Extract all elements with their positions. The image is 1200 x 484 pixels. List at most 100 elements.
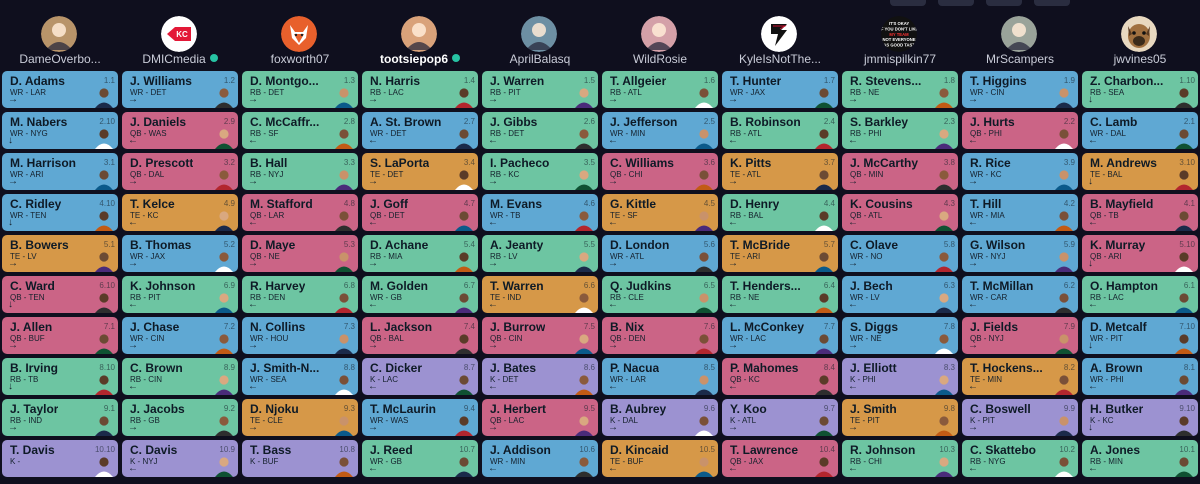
draft-pick-cell[interactable]: P. Nacua 8.5 WR - LAR ←: [602, 358, 718, 395]
draft-pick-cell[interactable]: N. Collins 7.3 WR - HOU →: [242, 317, 358, 354]
draft-pick-cell[interactable]: J. Williams 1.2 WR - DET →: [122, 71, 238, 108]
draft-pick-cell[interactable]: C. Ridley 4.10 WR - TEN ↓: [2, 194, 118, 231]
team-column-header[interactable]: KyleIsNotThe...: [721, 14, 839, 70]
draft-pick-cell[interactable]: R. Stevens... 1.8 RB - NE →: [842, 71, 958, 108]
draft-pick-cell[interactable]: T. Higgins 1.9 WR - CIN →: [962, 71, 1078, 108]
draft-pick-cell[interactable]: T. McMillan 6.2 WR - CAR ←: [962, 276, 1078, 313]
draft-pick-cell[interactable]: N. Harris 1.4 RB - LAC →: [362, 71, 478, 108]
draft-pick-cell[interactable]: L. Jackson 7.4 QB - BAL →: [362, 317, 478, 354]
draft-pick-cell[interactable]: J. Addison 10.6 WR - MIN ←: [482, 440, 598, 477]
draft-pick-cell[interactable]: R. Harvey 6.8 RB - DEN ←: [242, 276, 358, 313]
draft-pick-cell[interactable]: J. Taylor 9.1 RB - IND →: [2, 399, 118, 436]
draft-pick-cell[interactable]: R. Johnson 10.3 RB - CHI ←: [842, 440, 958, 477]
draft-pick-cell[interactable]: K. Murray 5.10 QB - ARI ↓: [1082, 235, 1198, 272]
draft-pick-cell[interactable]: M. Evans 4.6 WR - TB ←: [482, 194, 598, 231]
draft-pick-cell[interactable]: J. Jefferson 2.5 WR - MIN ←: [602, 112, 718, 149]
team-column-header[interactable]: foxworth07: [241, 14, 359, 70]
team-column-header[interactable]: jwvines05: [1081, 14, 1199, 70]
draft-pick-cell[interactable]: M. Harrison 3.1 WR - ARI →: [2, 153, 118, 190]
draft-pick-cell[interactable]: T. McBride 5.7 TE - ARI →: [722, 235, 838, 272]
toolbar-button[interactable]: [1034, 0, 1070, 6]
draft-pick-cell[interactable]: A. Jeanty 5.5 RB - LV →: [482, 235, 598, 272]
draft-pick-cell[interactable]: C. Ward 6.10 QB - TEN ↓: [2, 276, 118, 313]
draft-pick-cell[interactable]: D. Kincaid 10.5 TE - BUF ←: [602, 440, 718, 477]
draft-pick-cell[interactable]: C. Olave 5.8 WR - NO →: [842, 235, 958, 272]
draft-pick-cell[interactable]: T. Henders... 6.4 RB - NE ←: [722, 276, 838, 313]
draft-pick-cell[interactable]: K. Cousins 4.3 QB - ATL ←: [842, 194, 958, 231]
draft-pick-cell[interactable]: C. Davis 10.9 K - NYJ ←: [122, 440, 238, 477]
draft-pick-cell[interactable]: B. Irving 8.10 RB - TB ↓: [2, 358, 118, 395]
draft-pick-cell[interactable]: O. Hampton 6.1 RB - LAC ←: [1082, 276, 1198, 313]
draft-pick-cell[interactable]: J. Bates 8.6 K - DET ←: [482, 358, 598, 395]
draft-pick-cell[interactable]: J. Herbert 9.5 QB - LAC →: [482, 399, 598, 436]
draft-pick-cell[interactable]: C. Brown 8.9 RB - CIN ←: [122, 358, 238, 395]
draft-pick-cell[interactable]: D. London 5.6 WR - ATL →: [602, 235, 718, 272]
draft-pick-cell[interactable]: J. Allen 7.1 QB - BUF →: [2, 317, 118, 354]
draft-pick-cell[interactable]: T. Davis 10.10 K -: [2, 440, 118, 477]
draft-pick-cell[interactable]: Q. Judkins 6.5 RB - CLE ←: [602, 276, 718, 313]
draft-pick-cell[interactable]: T. Allgeier 1.6 RB - ATL →: [602, 71, 718, 108]
draft-pick-cell[interactable]: J. Warren 1.5 RB - PIT →: [482, 71, 598, 108]
team-column-header[interactable]: AprilBalasq: [481, 14, 599, 70]
draft-pick-cell[interactable]: I. Pacheco 3.5 RB - KC →: [482, 153, 598, 190]
draft-pick-cell[interactable]: J. Smith 9.8 TE - PIT →: [842, 399, 958, 436]
draft-pick-cell[interactable]: T. Hill 4.2 WR - MIA ←: [962, 194, 1078, 231]
draft-pick-cell[interactable]: P. Mahomes 8.4 QB - KC ←: [722, 358, 838, 395]
draft-pick-cell[interactable]: Y. Koo 9.7 K - ATL →: [722, 399, 838, 436]
draft-pick-cell[interactable]: G. Kittle 4.5 TE - SF ←: [602, 194, 718, 231]
draft-pick-cell[interactable]: S. Barkley 2.3 RB - PHI ←: [842, 112, 958, 149]
team-column-header[interactable]: DameOverbo...: [1, 14, 119, 70]
draft-pick-cell[interactable]: K. Johnson 6.9 RB - PIT ←: [122, 276, 238, 313]
draft-pick-cell[interactable]: Z. Charbon... 1.10 RB - SEA ↓: [1082, 71, 1198, 108]
draft-pick-cell[interactable]: J. Bech 6.3 WR - LV ←: [842, 276, 958, 313]
draft-pick-cell[interactable]: J. Jacobs 9.2 RB - GB →: [122, 399, 238, 436]
draft-pick-cell[interactable]: T. Hockens... 8.2 TE - MIN ←: [962, 358, 1078, 395]
draft-pick-cell[interactable]: M. Golden 6.7 WR - GB ←: [362, 276, 478, 313]
draft-pick-cell[interactable]: C. Williams 3.6 QB - CHI →: [602, 153, 718, 190]
draft-pick-cell[interactable]: T. McLaurin 9.4 WR - WAS →: [362, 399, 478, 436]
draft-pick-cell[interactable]: C. McCaffr... 2.8 RB - SF ←: [242, 112, 358, 149]
draft-pick-cell[interactable]: J. Fields 7.9 QB - NYJ →: [962, 317, 1078, 354]
draft-pick-cell[interactable]: J. Reed 10.7 WR - GB ←: [362, 440, 478, 477]
draft-pick-cell[interactable]: G. Wilson 5.9 WR - NYJ →: [962, 235, 1078, 272]
draft-pick-cell[interactable]: B. Aubrey 9.6 K - DAL →: [602, 399, 718, 436]
draft-pick-cell[interactable]: H. Butker 9.10 K - KC ↓: [1082, 399, 1198, 436]
draft-pick-cell[interactable]: T. Warren 6.6 TE - IND ←: [482, 276, 598, 313]
draft-pick-cell[interactable]: J. Chase 7.2 WR - CIN →: [122, 317, 238, 354]
draft-pick-cell[interactable]: B. Thomas 5.2 WR - JAX →: [122, 235, 238, 272]
draft-pick-cell[interactable]: J. Gibbs 2.6 RB - DET ←: [482, 112, 598, 149]
team-column-header[interactable]: IT'S OKAY IF YOU DON'T LIKE MY TEAM NOT EVE…: [841, 14, 959, 70]
draft-pick-cell[interactable]: T. Kelce 4.9 TE - KC ←: [122, 194, 238, 231]
draft-pick-cell[interactable]: D. Montgo... 1.3 RB - DET →: [242, 71, 358, 108]
draft-pick-cell[interactable]: M. Nabers 2.10 WR - NYG ↓: [2, 112, 118, 149]
draft-pick-cell[interactable]: S. LaPorta 3.4 TE - DET →: [362, 153, 478, 190]
draft-pick-cell[interactable]: J. Daniels 2.9 QB - WAS ←: [122, 112, 238, 149]
draft-pick-cell[interactable]: C. Boswell 9.9 K - PIT →: [962, 399, 1078, 436]
draft-pick-cell[interactable]: D. Henry 4.4 RB - BAL ←: [722, 194, 838, 231]
draft-pick-cell[interactable]: D. Adams 1.1 WR - LAR →: [2, 71, 118, 108]
draft-pick-cell[interactable]: D. Metcalf 7.10 WR - PIT ↓: [1082, 317, 1198, 354]
draft-pick-cell[interactable]: J. Hurts 2.2 QB - PHI ←: [962, 112, 1078, 149]
draft-pick-cell[interactable]: J. Smith-N... 8.8 WR - SEA ←: [242, 358, 358, 395]
draft-pick-cell[interactable]: T. Hunter 1.7 WR - JAX →: [722, 71, 838, 108]
draft-pick-cell[interactable]: C. Dicker 8.7 K - LAC ←: [362, 358, 478, 395]
draft-pick-cell[interactable]: S. Diggs 7.8 WR - NE →: [842, 317, 958, 354]
draft-pick-cell[interactable]: A. Brown 8.1 WR - PHI ←: [1082, 358, 1198, 395]
draft-pick-cell[interactable]: B. Robinson 2.4 RB - ATL ←: [722, 112, 838, 149]
draft-pick-cell[interactable]: M. Andrews 3.10 TE - BAL ↓: [1082, 153, 1198, 190]
team-column-header[interactable]: WildRosie: [601, 14, 719, 70]
draft-pick-cell[interactable]: T. Lawrence 10.4 QB - JAX ←: [722, 440, 838, 477]
toolbar-button[interactable]: [986, 0, 1022, 6]
draft-pick-cell[interactable]: R. Rice 3.9 WR - KC →: [962, 153, 1078, 190]
draft-pick-cell[interactable]: K. Pitts 3.7 TE - ATL →: [722, 153, 838, 190]
draft-pick-cell[interactable]: C. Lamb 2.1 WR - DAL ←: [1082, 112, 1198, 149]
draft-pick-cell[interactable]: J. McCarthy 3.8 QB - MIN →: [842, 153, 958, 190]
team-column-header[interactable]: KC DMICmedia: [121, 14, 239, 70]
draft-pick-cell[interactable]: J. Goff 4.7 QB - DET ←: [362, 194, 478, 231]
draft-pick-cell[interactable]: J. Elliott 8.3 K - PHI ←: [842, 358, 958, 395]
draft-pick-cell[interactable]: D. Maye 5.3 QB - NE →: [242, 235, 358, 272]
draft-pick-cell[interactable]: D. Prescott 3.2 QB - DAL →: [122, 153, 238, 190]
draft-pick-cell[interactable]: D. Achane 5.4 RB - MIA →: [362, 235, 478, 272]
team-column-header[interactable]: tootsiepop6: [361, 14, 479, 70]
draft-pick-cell[interactable]: B. Hall 3.3 RB - NYJ →: [242, 153, 358, 190]
